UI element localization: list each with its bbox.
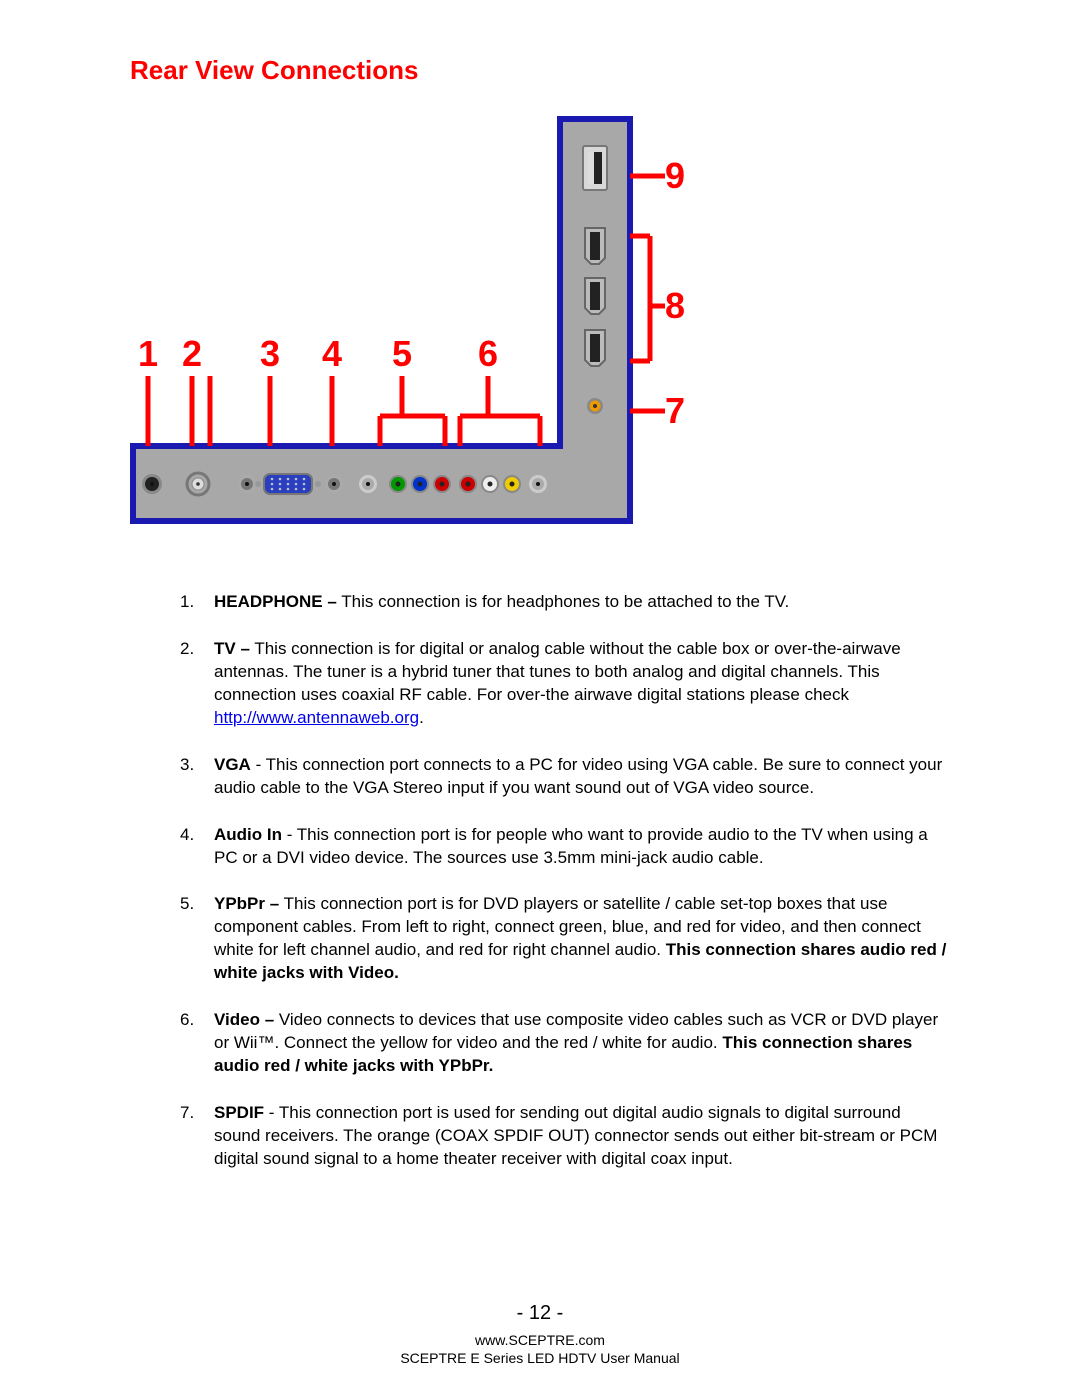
list-item: 4.Audio In - This connection port is for…: [180, 824, 950, 870]
list-lead: SPDIF: [214, 1103, 264, 1122]
list-number: 6.: [180, 1009, 214, 1078]
svg-text:7: 7: [665, 390, 685, 431]
list-after-link: .: [419, 708, 424, 727]
svg-text:5: 5: [392, 333, 412, 374]
connection-list: 1.HEADPHONE – This connection is for hea…: [180, 591, 950, 1171]
list-body: TV – This connection is for digital or a…: [214, 638, 950, 730]
list-item: 6.Video – Video connects to devices that…: [180, 1009, 950, 1078]
labels-vertical: 9 8 7: [630, 155, 685, 431]
panel-body: [133, 119, 630, 521]
list-body: Audio In - This connection port is for p…: [214, 824, 950, 870]
list-lead: TV –: [214, 639, 250, 658]
footer-line-1: www.SCEPTRE.com: [0, 1331, 1080, 1349]
list-lead: YPbPr –: [214, 894, 279, 913]
svg-text:9: 9: [665, 155, 685, 196]
list-lead: HEADPHONE –: [214, 592, 337, 611]
list-number: 5.: [180, 893, 214, 985]
list-body: SPDIF - This connection port is used for…: [214, 1102, 950, 1171]
list-lead: Audio In: [214, 825, 282, 844]
page-number: - 12 -: [0, 1302, 1080, 1325]
list-item: 2.TV – This connection is for digital or…: [180, 638, 950, 730]
list-number: 7.: [180, 1102, 214, 1171]
list-number: 2.: [180, 638, 214, 730]
page-footer: - 12 - www.SCEPTRE.com SCEPTRE E Series …: [0, 1302, 1080, 1367]
svg-text:1: 1: [138, 333, 158, 374]
rear-view-diagram: 12 3 4 5 6 9 8 7: [130, 116, 690, 551]
list-text: - This connection port is for people who…: [214, 825, 928, 867]
list-text: This connection is for headphones to be …: [337, 592, 789, 611]
list-text: This connection is for digital or analog…: [214, 639, 901, 704]
svg-text:6: 6: [478, 333, 498, 374]
list-text: - This connection port is used for sendi…: [214, 1103, 937, 1168]
list-number: 4.: [180, 824, 214, 870]
list-item: 5.YPbPr – This connection port is for DV…: [180, 893, 950, 985]
svg-text:3: 3: [260, 333, 280, 374]
svg-text:2: 2: [182, 333, 202, 374]
list-number: 1.: [180, 591, 214, 614]
footer-line-2: SCEPTRE E Series LED HDTV User Manual: [0, 1349, 1080, 1367]
svg-text:8: 8: [665, 285, 685, 326]
list-body: HEADPHONE – This connection is for headp…: [214, 591, 950, 614]
list-item: 7.SPDIF - This connection port is used f…: [180, 1102, 950, 1171]
list-body: YPbPr – This connection port is for DVD …: [214, 893, 950, 985]
list-body: VGA - This connection port connects to a…: [214, 754, 950, 800]
list-lead: Video –: [214, 1010, 274, 1029]
list-item: 3.VGA - This connection port connects to…: [180, 754, 950, 800]
labels-horizontal: 12 3 4 5 6: [138, 333, 540, 446]
list-lead: VGA: [214, 755, 251, 774]
list-text: - This connection port connects to a PC …: [214, 755, 942, 797]
list-link[interactable]: http://www.antennaweb.org: [214, 708, 419, 727]
list-item: 1.HEADPHONE – This connection is for hea…: [180, 591, 950, 614]
page-title: Rear View Connections: [130, 55, 950, 86]
list-number: 3.: [180, 754, 214, 800]
svg-text:4: 4: [322, 333, 342, 374]
list-body: Video – Video connects to devices that u…: [214, 1009, 950, 1078]
